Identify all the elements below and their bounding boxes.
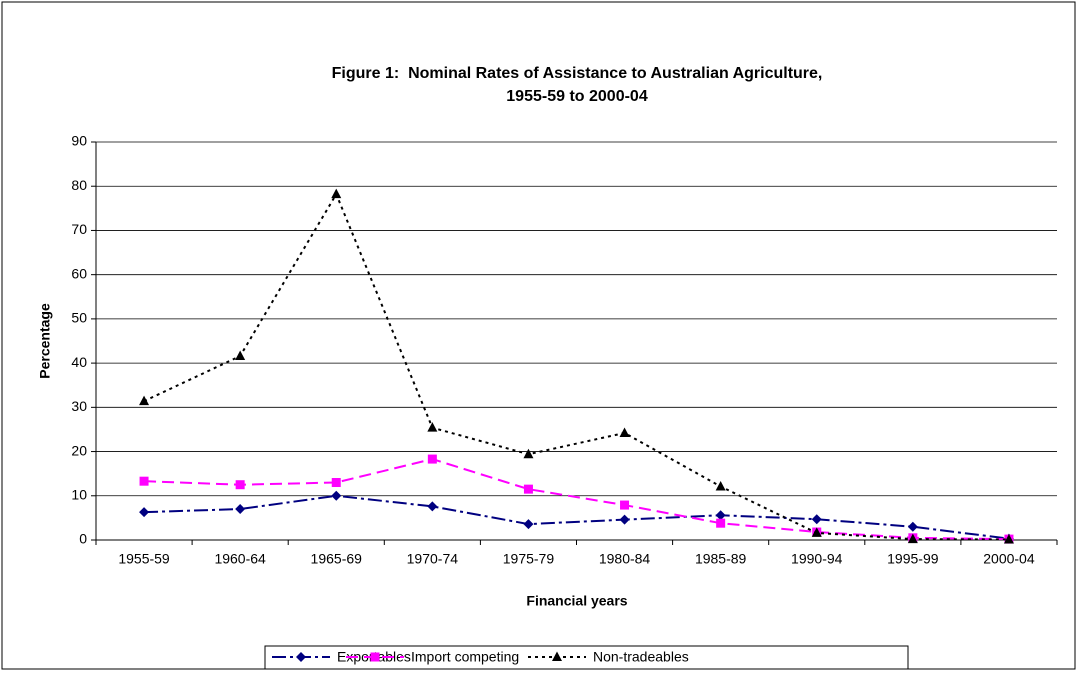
marker: [811, 527, 822, 537]
x-tick-label: 1965-69: [311, 551, 363, 567]
y-tick-label: 10: [71, 486, 87, 502]
x-tick-label: 1985-89: [695, 551, 747, 567]
marker: [296, 652, 306, 662]
marker: [235, 504, 246, 515]
legend-label: Non-tradeables: [593, 649, 689, 665]
y-tick-label: 70: [71, 221, 87, 237]
marker: [523, 484, 533, 494]
x-tick-label: 1970-74: [407, 551, 459, 567]
marker: [331, 478, 341, 488]
chart-title: 1955-59 to 2000-04: [506, 88, 648, 105]
x-axis-label: Financial years: [526, 593, 627, 609]
y-tick-label: 90: [71, 133, 87, 149]
x-tick-label: 1980-84: [599, 551, 651, 567]
chart-title: Figure 1: Nominal Rates of Assistance to…: [332, 65, 823, 82]
y-tick-label: 40: [71, 354, 87, 370]
legend-label: Import competing: [411, 649, 519, 665]
marker: [715, 480, 726, 491]
x-tick-label: 1990-94: [791, 551, 843, 567]
marker: [139, 476, 149, 486]
marker: [1003, 534, 1014, 544]
y-tick-label: 60: [71, 265, 87, 281]
marker: [619, 427, 630, 437]
x-tick-label: 1960-64: [214, 551, 266, 567]
marker: [620, 500, 630, 510]
marker: [235, 350, 246, 361]
marker: [427, 501, 438, 512]
marker: [331, 188, 342, 199]
marker: [139, 507, 150, 518]
marker: [235, 480, 245, 490]
x-tick-label: 1995-99: [887, 551, 939, 567]
marker: [552, 651, 562, 661]
x-tick-label: 2000-04: [983, 551, 1035, 567]
y-tick-label: 30: [71, 398, 87, 414]
marker: [427, 422, 438, 432]
series-line: [143, 191, 1009, 541]
marker: [427, 454, 437, 464]
marker: [715, 510, 726, 521]
marker: [811, 514, 822, 525]
y-tick-label: 80: [71, 177, 87, 193]
marker: [907, 521, 918, 532]
marker: [139, 395, 150, 406]
marker: [907, 533, 918, 544]
legend: [264, 645, 909, 670]
x-tick-label: 1955-59: [118, 551, 170, 567]
x-tick-label: 1975-79: [503, 551, 555, 567]
y-tick-label: 0: [79, 531, 87, 547]
marker: [619, 514, 630, 525]
marker: [523, 448, 534, 459]
marker: [716, 518, 726, 528]
series-line: [144, 494, 1010, 540]
series-line: [144, 458, 1009, 541]
marker: [331, 490, 342, 501]
marker: [370, 652, 380, 662]
y-axis-label: Percentage: [37, 303, 53, 379]
y-tick-label: 50: [71, 310, 87, 326]
y-tick-label: 20: [71, 442, 87, 458]
marker: [523, 519, 534, 530]
